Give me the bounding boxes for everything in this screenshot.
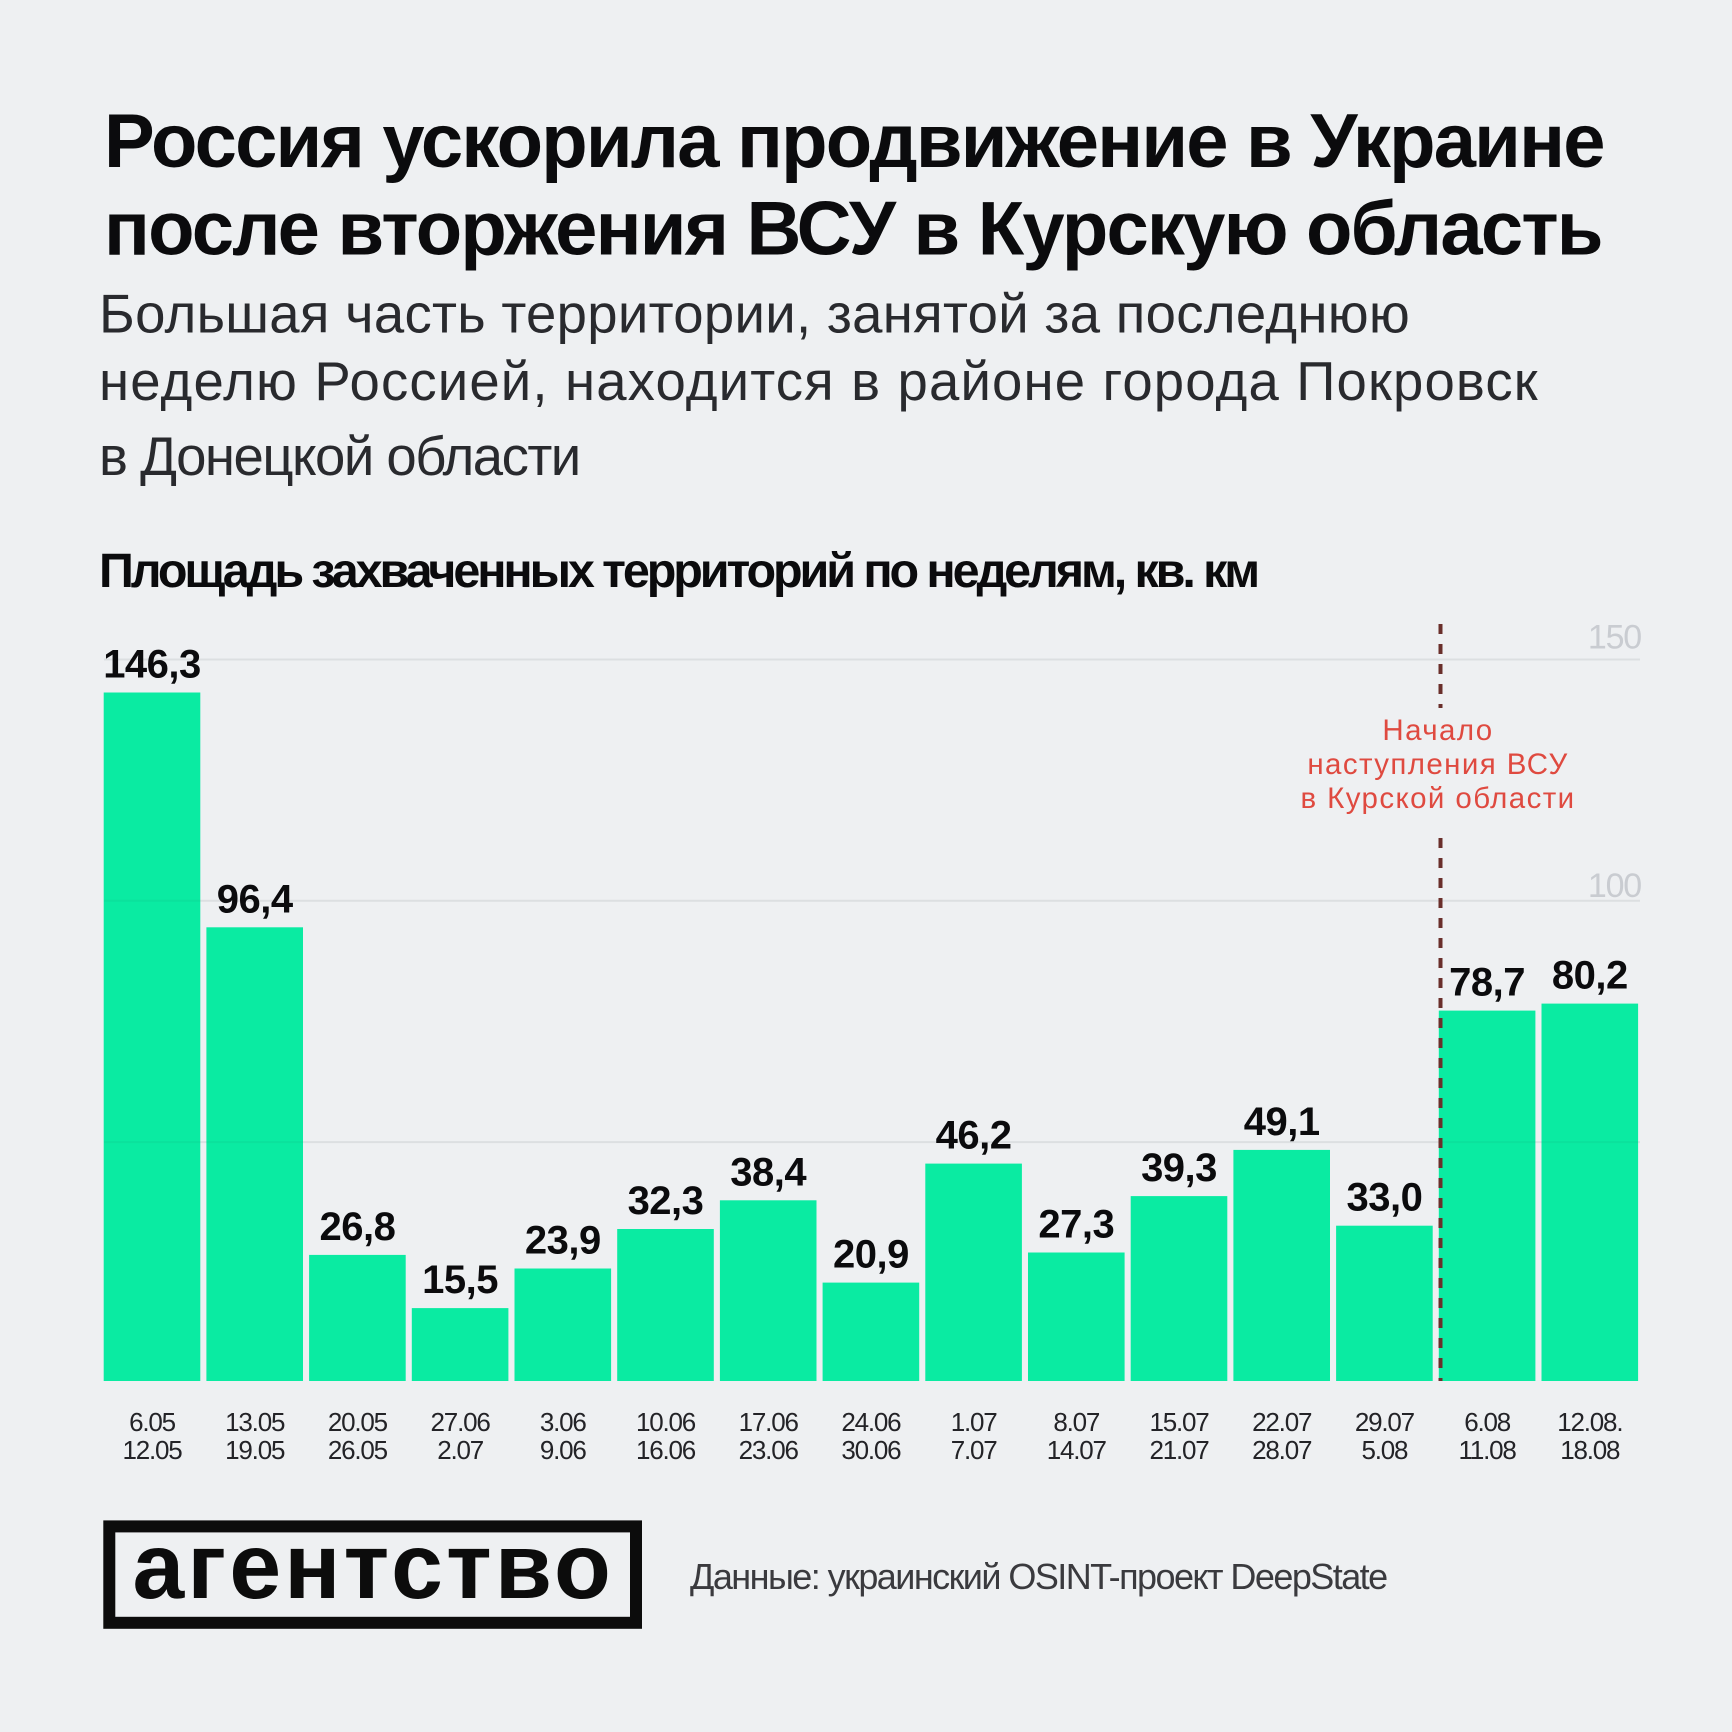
svg-text:6.05: 6.05: [129, 1407, 176, 1437]
svg-text:38,4: 38,4: [730, 1150, 807, 1194]
svg-text:13.05: 13.05: [225, 1407, 285, 1437]
svg-text:Россия ускорила продвижение в: Россия ускорила продвижение в Украине: [104, 99, 1604, 184]
svg-text:12.08.: 12.08.: [1557, 1407, 1622, 1437]
svg-text:29.07: 29.07: [1355, 1407, 1415, 1437]
svg-text:в Донецкой области: в Донецкой области: [99, 426, 580, 487]
svg-text:18.08: 18.08: [1560, 1435, 1620, 1465]
svg-text:46,2: 46,2: [936, 1114, 1012, 1158]
svg-text:150: 150: [1588, 619, 1641, 657]
svg-text:19.05: 19.05: [225, 1435, 285, 1465]
svg-text:24.06: 24.06: [841, 1407, 901, 1437]
svg-text:23.06: 23.06: [739, 1435, 799, 1465]
svg-text:27,3: 27,3: [1038, 1203, 1114, 1247]
svg-text:неделю Россией, находится в ра: неделю Россией, находится в районе город…: [99, 351, 1539, 412]
svg-text:10.06: 10.06: [636, 1407, 696, 1437]
svg-text:30.06: 30.06: [841, 1435, 901, 1465]
svg-text:22.07: 22.07: [1252, 1407, 1312, 1437]
svg-text:8.07: 8.07: [1053, 1407, 1100, 1437]
svg-text:26,8: 26,8: [319, 1205, 395, 1249]
svg-text:17.06: 17.06: [739, 1407, 799, 1437]
svg-text:49,1: 49,1: [1244, 1100, 1320, 1144]
svg-text:33,0: 33,0: [1346, 1176, 1422, 1220]
svg-text:16.06: 16.06: [636, 1435, 696, 1465]
svg-text:в Курской области: в Курской области: [1300, 782, 1575, 815]
svg-text:15.07: 15.07: [1149, 1407, 1209, 1437]
svg-text:20,9: 20,9: [833, 1233, 909, 1277]
svg-text:32,3: 32,3: [628, 1179, 704, 1223]
svg-text:78,7: 78,7: [1449, 961, 1525, 1005]
svg-text:11.08: 11.08: [1459, 1435, 1517, 1465]
svg-text:1.07: 1.07: [951, 1407, 998, 1437]
svg-text:Большая часть территории, заня: Большая часть территории, занятой за пос…: [99, 284, 1410, 345]
svg-text:9.06: 9.06: [540, 1435, 587, 1465]
svg-text:7.07: 7.07: [951, 1435, 998, 1465]
svg-text:28.07: 28.07: [1252, 1435, 1312, 1465]
svg-text:80,2: 80,2: [1552, 954, 1628, 998]
svg-text:39,3: 39,3: [1141, 1146, 1217, 1190]
svg-text:Начало: Начало: [1382, 714, 1493, 747]
svg-text:23,9: 23,9: [525, 1219, 601, 1263]
svg-text:после вторжения ВСУ в Курскую: после вторжения ВСУ в Курскую область: [104, 187, 1602, 272]
svg-text:27.06: 27.06: [431, 1407, 491, 1437]
svg-text:Данные: украинский OSINT-проек: Данные: украинский OSINT-проект DeepStat…: [690, 1556, 1387, 1597]
svg-text:12.05: 12.05: [122, 1435, 182, 1465]
svg-text:наступления ВСУ: наступления ВСУ: [1307, 748, 1568, 781]
svg-text:146,3: 146,3: [103, 643, 201, 687]
svg-text:20.05: 20.05: [328, 1407, 388, 1437]
svg-text:96,4: 96,4: [217, 877, 294, 921]
svg-text:2.07: 2.07: [437, 1435, 484, 1465]
svg-text:5.08: 5.08: [1361, 1435, 1408, 1465]
svg-text:Площадь захваченных территорий: Площадь захваченных территорий по неделя…: [99, 544, 1257, 598]
svg-text:21.07: 21.07: [1149, 1435, 1209, 1465]
svg-text:3.06: 3.06: [540, 1407, 587, 1437]
svg-text:100: 100: [1588, 867, 1641, 905]
svg-text:6.08: 6.08: [1464, 1407, 1511, 1437]
svg-text:15,5: 15,5: [422, 1258, 498, 1302]
svg-text:14.07: 14.07: [1047, 1435, 1107, 1465]
svg-text:26.05: 26.05: [328, 1435, 388, 1465]
svg-text:агентство: агентство: [133, 1514, 615, 1618]
